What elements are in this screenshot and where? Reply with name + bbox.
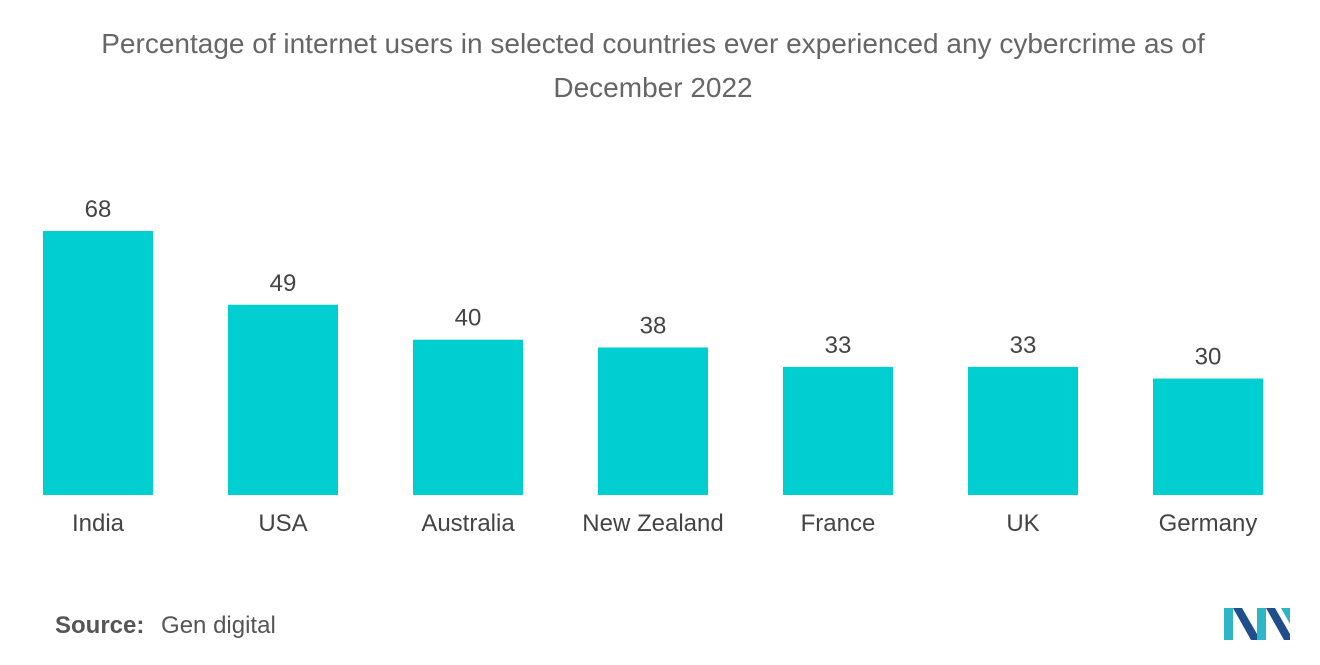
bar-usa	[228, 304, 338, 495]
category-label: India	[72, 510, 125, 537]
value-label: 33	[1010, 332, 1037, 359]
value-label: 49	[270, 270, 297, 297]
source-label: Source:	[55, 612, 145, 639]
category-label: New Zealand	[582, 510, 723, 537]
bar-india	[43, 231, 153, 495]
bar-germany	[1153, 378, 1263, 495]
category-label: France	[801, 510, 876, 537]
source-note: Source: Gen digital	[55, 612, 276, 640]
brand-logo-icon	[1224, 608, 1290, 640]
chart-title: Percentage of internet users in selected…	[0, 22, 1306, 110]
category-label: UK	[1006, 510, 1039, 537]
category-label: Australia	[421, 510, 515, 537]
chart-title-line-2: December 2022	[553, 72, 753, 103]
chart-title-line-1: Percentage of internet users in selected…	[101, 28, 1205, 59]
category-label: Germany	[1159, 510, 1258, 537]
value-label: 38	[640, 312, 667, 339]
value-label: 68	[85, 196, 112, 223]
value-label: 40	[455, 305, 482, 332]
value-label: 30	[1195, 344, 1222, 371]
source-value: Gen digital	[161, 612, 276, 639]
value-label: 33	[825, 332, 852, 359]
bar-france	[783, 366, 893, 495]
bar-australia	[413, 339, 523, 495]
category-label: USA	[258, 510, 307, 537]
bar-new-zealand	[598, 347, 708, 495]
bar-uk	[968, 366, 1078, 495]
